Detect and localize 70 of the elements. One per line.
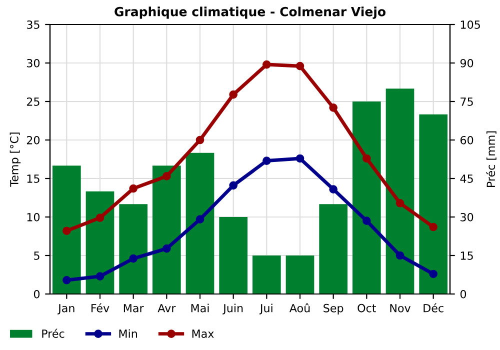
y2-tick-label: 15 [460, 252, 473, 260]
y-axis-title: Temp [°C] [10, 132, 21, 187]
point [129, 254, 138, 263]
y-tick-label: 20 [26, 136, 40, 144]
bar [352, 102, 381, 294]
point [362, 154, 371, 163]
y2-tick-label: 105 [460, 20, 480, 29]
y-tick-label: 25 [26, 97, 40, 106]
point [396, 251, 404, 260]
x-tick-label: Jui [259, 304, 272, 314]
point [296, 154, 304, 163]
legend-label: Préc [42, 328, 64, 338]
point [229, 90, 238, 99]
legend-label: Max [192, 330, 214, 338]
bar [119, 204, 148, 294]
point [196, 215, 204, 224]
point [229, 181, 238, 190]
bar [319, 204, 348, 294]
bar [186, 152, 214, 294]
bar [219, 217, 248, 294]
y-tick-label: 35 [26, 20, 40, 29]
legend-label: Min [119, 329, 137, 338]
y-tick-label: 30 [26, 58, 40, 68]
bar [286, 256, 314, 294]
point [62, 276, 71, 284]
x-tick-label: Déc [424, 303, 444, 312]
point [129, 184, 138, 193]
point [362, 216, 371, 226]
point [429, 222, 438, 232]
point [262, 60, 271, 69]
point [329, 103, 338, 112]
chart-title: Graphique climatique - Colmenar Viejo [114, 6, 386, 19]
point [196, 136, 204, 144]
y-tick-label: 10 [27, 212, 40, 222]
y2-tick-label: 90 [460, 58, 474, 68]
x-tick-label: Jan [58, 304, 74, 314]
x-tick-label: Mar [124, 304, 144, 312]
point [296, 62, 304, 70]
point [96, 214, 104, 222]
y2-axis-title: Préc [mm] [486, 131, 496, 187]
point [262, 156, 271, 165]
point [96, 272, 104, 280]
bar [419, 114, 448, 294]
x-tick-label: Fév [91, 303, 110, 312]
bar [52, 166, 81, 294]
y2-tick-label: 0 [460, 290, 466, 298]
point [429, 270, 438, 278]
x-tick-label: Sep [324, 304, 344, 314]
y-tick-label: 0 [34, 290, 40, 298]
point [62, 226, 71, 236]
point [162, 244, 171, 253]
y2-tick-label: 75 [460, 98, 473, 106]
x-tick-label: Nov [390, 304, 411, 312]
y-tick-label: 5 [34, 252, 40, 260]
point [329, 185, 338, 194]
x-tick-label: Oct [358, 304, 376, 312]
x-tick-label: Mai [191, 304, 209, 312]
bar [252, 256, 281, 294]
x-tick-label: Juin [222, 304, 243, 314]
y2-tick-label: 30 [460, 212, 474, 222]
x-tick-label: Avr [158, 304, 176, 312]
bar [386, 88, 414, 294]
point [396, 198, 404, 208]
y-tick-label: 15 [27, 174, 40, 183]
x-tick-label: Aoû [289, 303, 310, 312]
bar [86, 191, 114, 294]
point [162, 172, 171, 180]
y2-tick-label: 60 [460, 136, 474, 144]
bar [152, 166, 181, 294]
y2-tick-label: 45 [460, 174, 473, 183]
